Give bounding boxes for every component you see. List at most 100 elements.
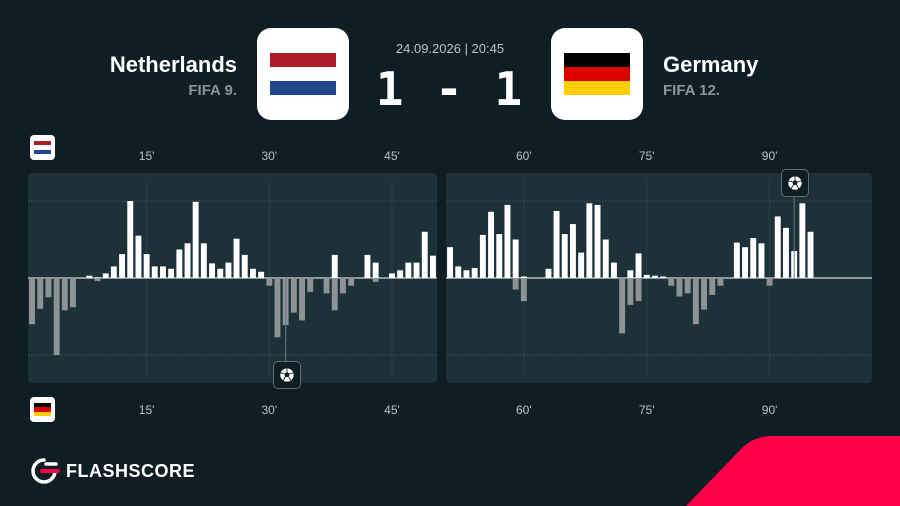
home-momentum-bar xyxy=(250,268,256,278)
away-team-fifa-rank: FIFA 12. xyxy=(663,82,720,99)
home-momentum-bar xyxy=(447,247,453,278)
away-momentum-bar xyxy=(668,278,675,286)
home-momentum-bar xyxy=(151,266,158,278)
home-momentum-bar xyxy=(421,231,428,278)
away-momentum-bar xyxy=(701,278,707,310)
away-momentum-bar xyxy=(512,278,519,290)
away-momentum-bar xyxy=(61,278,68,311)
home-team-name[interactable]: Netherlands xyxy=(109,52,237,77)
home-momentum-bar xyxy=(611,262,617,278)
home-momentum-bar xyxy=(750,238,757,278)
away-momentum-bar xyxy=(372,278,379,282)
home-momentum-bar xyxy=(389,273,395,278)
home-momentum-bar xyxy=(413,262,420,278)
home-momentum-bar xyxy=(774,216,781,278)
match-score: 1 - 1 xyxy=(375,62,525,116)
away-momentum-bar xyxy=(684,278,691,294)
home-momentum-bar xyxy=(627,270,634,278)
home-momentum-bar xyxy=(807,231,814,278)
away-momentum-bar xyxy=(619,278,626,334)
away-momentum-bar xyxy=(29,278,35,325)
germany-flag-icon xyxy=(34,403,51,416)
home-momentum-bar xyxy=(479,234,486,278)
home-momentum-bar xyxy=(643,274,650,278)
minute-tick-label: 15' xyxy=(138,149,155,163)
away-momentum-bar xyxy=(290,278,297,313)
minute-tick-label: 30' xyxy=(261,149,278,163)
home-momentum-bar xyxy=(135,235,142,279)
brand-name: FLASHSCORE xyxy=(66,460,196,481)
home-momentum-bar xyxy=(570,224,576,278)
home-momentum-bar xyxy=(578,252,585,278)
home-momentum-bar xyxy=(496,234,503,278)
home-momentum-bar xyxy=(331,254,338,278)
home-momentum-bar xyxy=(660,276,666,278)
home-momentum-bar xyxy=(143,254,150,278)
away-momentum-bar xyxy=(307,278,314,292)
netherlands-flag-icon xyxy=(34,141,51,154)
home-momentum-bar xyxy=(241,254,248,278)
away-momentum-bar xyxy=(323,278,330,294)
home-momentum-bar xyxy=(742,247,748,278)
home-momentum-bar xyxy=(86,275,93,278)
away-momentum-bar xyxy=(266,278,273,286)
away-momentum-bar xyxy=(520,278,527,302)
home-team-flag-card[interactable] xyxy=(257,28,349,120)
home-momentum-bar xyxy=(520,276,527,278)
home-momentum-bar xyxy=(586,203,593,278)
home-momentum-bar xyxy=(127,201,134,278)
away-momentum-bar xyxy=(274,278,281,338)
home-momentum-bar xyxy=(545,268,552,278)
home-momentum-bar xyxy=(430,255,436,278)
home-momentum-bar xyxy=(488,211,494,278)
home-momentum-bar xyxy=(94,277,101,278)
home-team-fifa-rank: FIFA 9. xyxy=(188,82,237,99)
flashscore-logo-icon xyxy=(31,458,60,484)
home-momentum-bar xyxy=(119,254,125,278)
away-momentum-bar xyxy=(299,278,305,321)
home-momentum-bar xyxy=(217,268,224,278)
minute-tick-label: 45' xyxy=(384,149,400,163)
home-momentum-bar xyxy=(602,239,609,278)
minute-tick-label: 60' xyxy=(515,149,532,163)
minute-tick-label: 90' xyxy=(761,149,778,163)
home-momentum-bar xyxy=(225,262,232,278)
minute-tick-label: 45' xyxy=(384,403,400,417)
away-momentum-bar xyxy=(627,278,634,305)
away-momentum-bar xyxy=(766,278,773,286)
minute-tick-label: 15' xyxy=(138,403,155,417)
home-momentum-bar xyxy=(405,262,412,278)
germany-flag-icon xyxy=(564,53,630,95)
home-momentum-bar xyxy=(184,243,191,278)
minute-tick-label: 60' xyxy=(515,403,532,417)
home-momentum-bar xyxy=(463,270,470,278)
minute-tick-label: 75' xyxy=(638,149,655,163)
football-icon[interactable] xyxy=(781,169,810,197)
match-date-time: 24.09.2026 | 20:45 xyxy=(395,41,505,56)
home-momentum-bar xyxy=(799,203,806,278)
minute-tick-label: 90' xyxy=(761,403,778,417)
home-mini-flag xyxy=(30,135,55,160)
minute-tick-label: 75' xyxy=(638,403,655,417)
home-momentum-bar xyxy=(200,243,207,278)
flashscore-brand[interactable]: FLASHSCORE xyxy=(28,456,195,486)
home-momentum-bar xyxy=(233,238,240,278)
away-momentum-bar xyxy=(94,278,101,282)
away-momentum-bar xyxy=(348,278,355,286)
home-momentum-bar xyxy=(733,242,740,278)
away-team-name[interactable]: Germany xyxy=(663,52,759,77)
away-team-flag-card[interactable] xyxy=(551,28,643,120)
home-momentum-bar xyxy=(758,243,765,278)
home-momentum-bar xyxy=(258,271,265,278)
away-momentum-bar xyxy=(45,278,52,298)
home-momentum-bar xyxy=(160,266,166,278)
home-momentum-bar xyxy=(561,234,568,278)
home-momentum-bar xyxy=(471,268,478,278)
home-momentum-bar xyxy=(594,204,601,278)
away-momentum-bar xyxy=(692,278,699,325)
away-momentum-bar xyxy=(37,278,44,309)
away-momentum-bar xyxy=(331,278,338,311)
football-icon[interactable] xyxy=(272,361,301,389)
home-momentum-bar xyxy=(504,204,511,278)
